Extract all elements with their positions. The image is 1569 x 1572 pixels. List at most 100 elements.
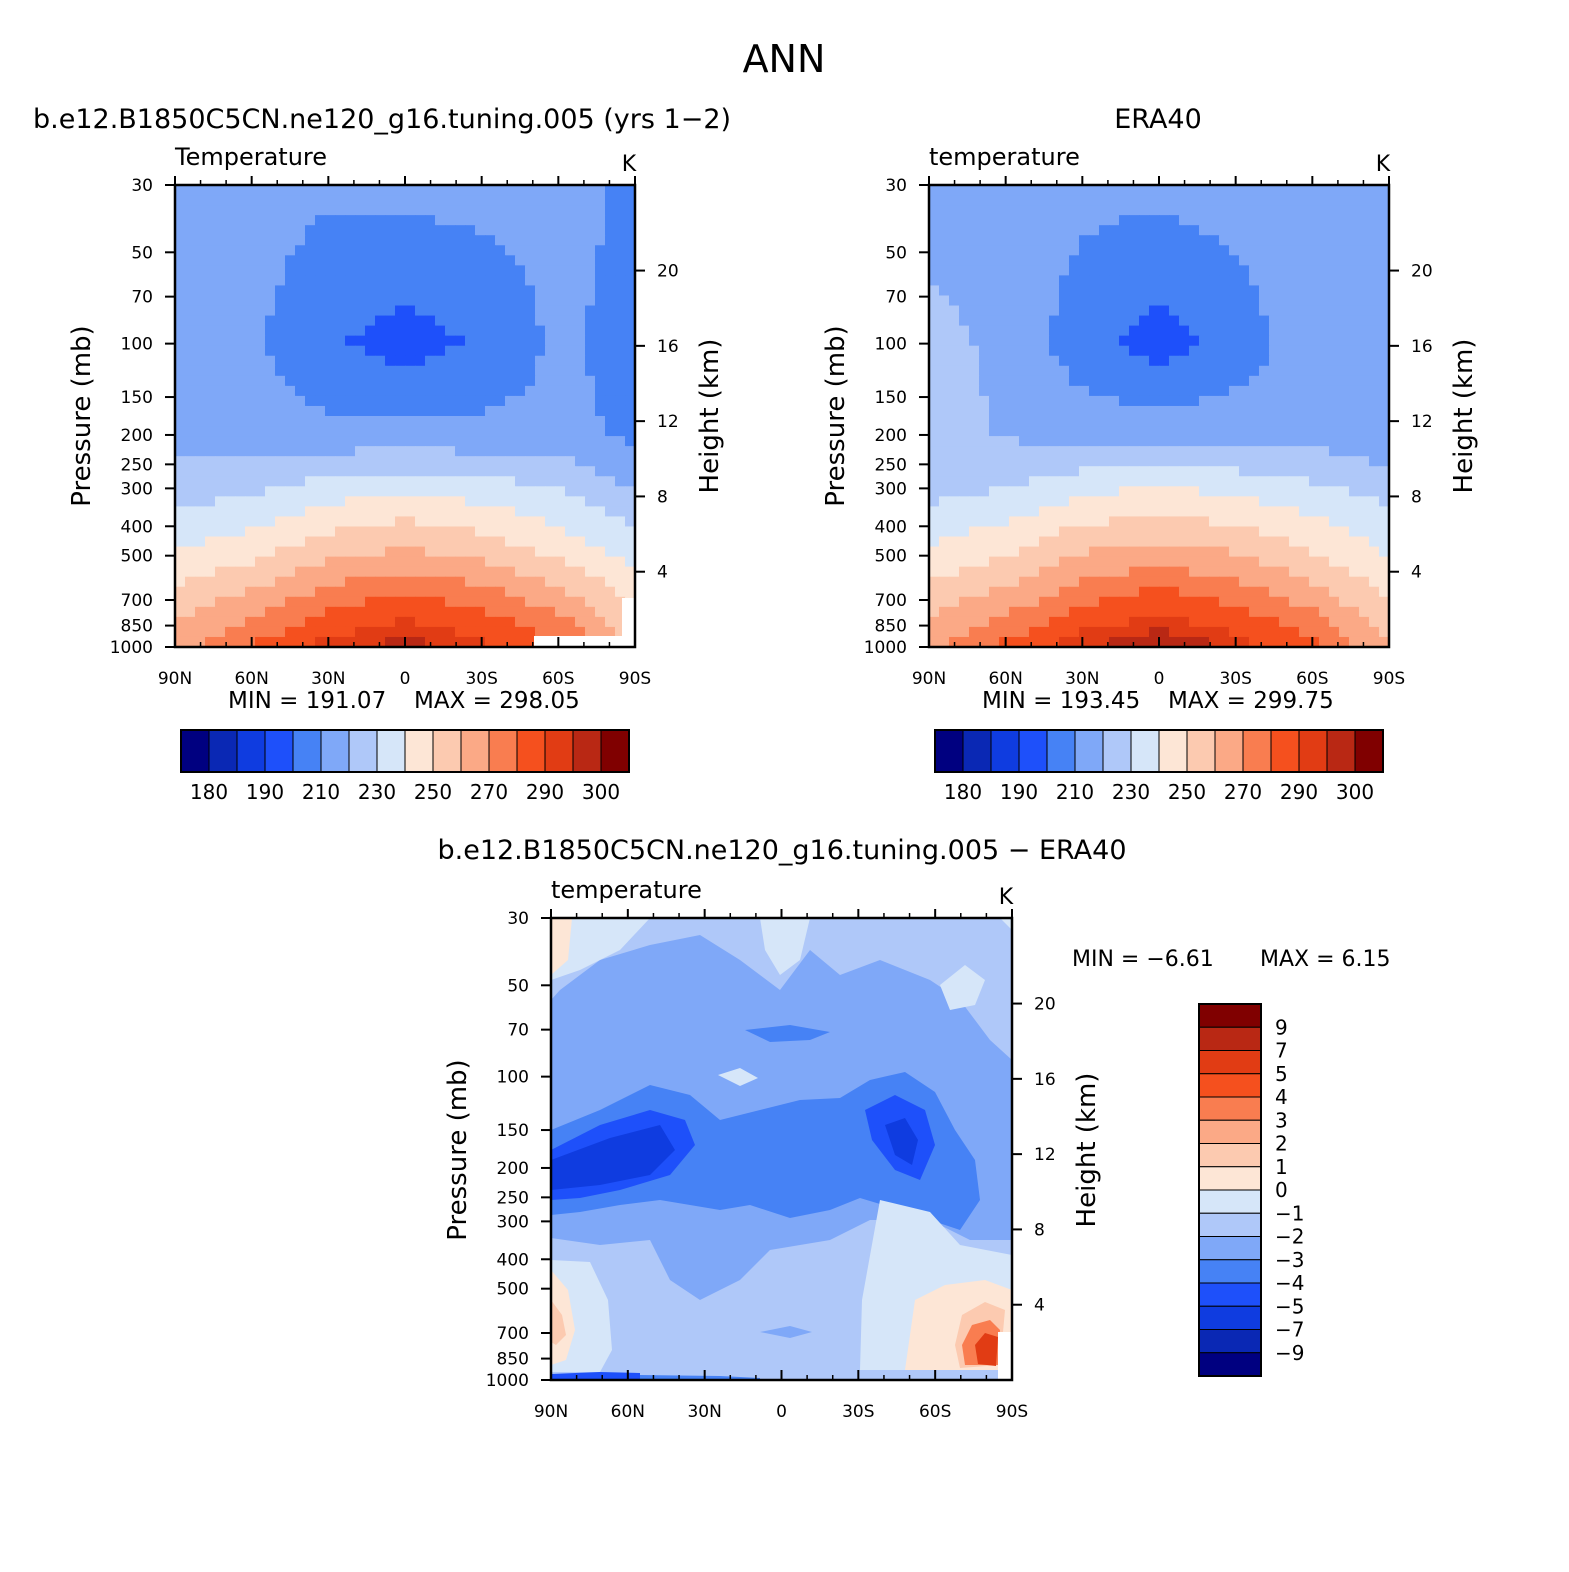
contour-cell (285, 405, 296, 417)
y-tick-label: 1000 (864, 638, 907, 658)
contour-cell (445, 325, 456, 337)
contour-cell (1229, 426, 1240, 437)
contour-cell (1269, 436, 1280, 447)
contour-cell (275, 335, 286, 347)
contour-cell (1069, 606, 1080, 618)
contour-cell (255, 255, 266, 266)
contour-cell (1079, 225, 1090, 236)
contour-cell (425, 576, 436, 588)
contour-cell (1169, 285, 1180, 297)
contour-cell (255, 586, 266, 598)
contour-cell (305, 636, 316, 647)
contour-cell (405, 626, 416, 638)
y-right-tick-label: 20 (657, 262, 679, 282)
contour-cell (325, 325, 336, 337)
contour-cell (385, 576, 396, 588)
contour-cell (185, 606, 196, 618)
contour-cell (1289, 215, 1300, 226)
contour-cell (1039, 395, 1050, 407)
contour-cell (265, 556, 276, 568)
contour-cell (1029, 225, 1040, 236)
contour-cell (525, 546, 536, 558)
contour-cell (445, 526, 456, 538)
diff-region-surface-strip (551, 1372, 640, 1380)
contour-cell (185, 476, 196, 487)
contour-cell (1249, 496, 1260, 507)
contour-cell (1039, 335, 1050, 347)
contour-cell (1329, 255, 1340, 266)
contour-cell (185, 586, 196, 598)
contour-cell (385, 606, 396, 618)
contour-cell (365, 526, 376, 538)
contour-cell (255, 506, 266, 518)
contour-cell (495, 546, 506, 558)
contour-cell (1199, 556, 1210, 568)
contour-cell (435, 375, 446, 387)
contour-cell (265, 385, 276, 397)
contour-cell (505, 536, 516, 548)
contour-cell (305, 265, 316, 276)
contour-cell (395, 436, 406, 447)
contour-cell (1139, 205, 1150, 216)
contour-cell (425, 536, 436, 548)
contour-cell (1089, 235, 1100, 246)
contour-cell (1229, 416, 1240, 427)
contour-cell (959, 395, 970, 407)
contour-cell (1049, 345, 1060, 357)
contour-cell (565, 385, 576, 397)
contour-cell (335, 325, 346, 337)
contour-cell (1029, 636, 1040, 647)
contour-cell (1319, 375, 1330, 387)
contour-cell (575, 195, 586, 206)
contour-cell (215, 355, 226, 367)
contour-cell (1029, 245, 1040, 256)
contour-cell (385, 315, 396, 327)
contour-cell (625, 426, 635, 437)
contour-cell (1299, 476, 1310, 487)
contour-cell (325, 375, 336, 387)
contour-cell (1089, 546, 1100, 558)
contour-cell (1029, 426, 1040, 437)
contour-cell (1189, 355, 1200, 367)
contour-cell (545, 476, 556, 487)
contour-cell (235, 626, 246, 638)
contour-cell (1129, 606, 1140, 618)
contour-cell (1349, 426, 1360, 437)
contour-cell (1029, 616, 1040, 628)
contour-cell (565, 215, 576, 226)
contour-cell (495, 536, 506, 548)
contour-cell (315, 335, 326, 347)
contour-cell (1119, 285, 1130, 297)
contour-cell (1289, 355, 1300, 367)
contour-cell (939, 526, 950, 538)
contour-cell (1169, 556, 1180, 568)
contour-cell (1069, 546, 1080, 558)
contour-cell (1239, 295, 1250, 307)
contour-cell (535, 305, 546, 317)
contour-cell (295, 385, 306, 397)
contour-cell (1139, 626, 1150, 638)
contour-cell (525, 405, 536, 417)
contour-cell (1219, 395, 1230, 407)
contour-cell (435, 546, 446, 558)
contour-cell (929, 546, 940, 558)
contour-cell (1039, 315, 1050, 327)
contour-cell (1129, 466, 1140, 477)
contour-cell (929, 466, 940, 477)
contour-cell (195, 285, 206, 297)
contour-cell (1099, 365, 1110, 377)
contour-cell (355, 486, 366, 497)
contour-cell (929, 405, 940, 417)
contour-cell (415, 245, 426, 256)
contour-cell (1279, 305, 1290, 317)
contour-cell (1039, 536, 1050, 548)
contour-cell (405, 616, 416, 628)
contour-cell (1049, 626, 1060, 638)
contour-cell (1319, 536, 1330, 548)
contour-cell (575, 426, 586, 437)
contour-cell (1289, 345, 1300, 357)
contour-cell (1159, 205, 1170, 216)
contour-cell (215, 626, 226, 638)
contour-cell (969, 526, 980, 538)
contour-cell (929, 375, 940, 387)
